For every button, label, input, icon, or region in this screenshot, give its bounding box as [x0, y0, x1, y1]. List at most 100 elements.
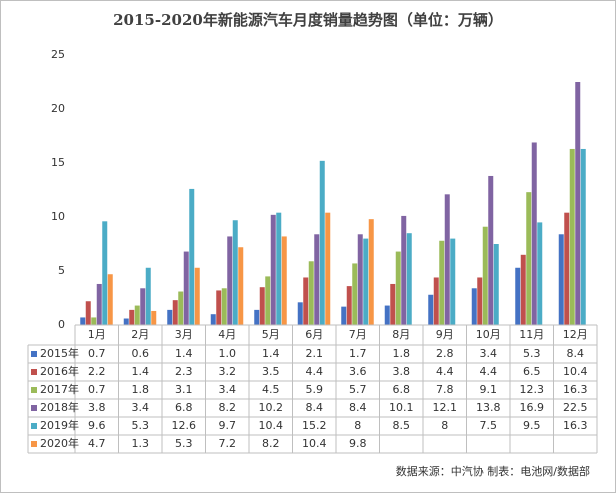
- bar: [238, 247, 244, 325]
- bar: [303, 277, 309, 325]
- table-cell: 12.3: [520, 383, 545, 396]
- bar: [178, 291, 184, 325]
- legend-label: 2020年: [40, 436, 79, 450]
- x-tick-label: 10月: [476, 328, 501, 341]
- bar: [96, 283, 102, 325]
- source-note: 数据来源：中汽协 制表：电池网/数据部: [396, 464, 590, 478]
- table-cell: 8.5: [393, 419, 411, 432]
- table-cell: 15.2: [302, 419, 327, 432]
- bar: [368, 219, 374, 325]
- x-tick-label: 8月: [392, 328, 410, 341]
- bar: [401, 215, 407, 325]
- bar: [254, 309, 260, 325]
- bar: [325, 212, 331, 325]
- table-cell: 3.4: [219, 383, 237, 396]
- bar: [189, 188, 195, 325]
- legend-swatch: [31, 387, 37, 393]
- legend-swatch: [31, 441, 37, 447]
- table-cell: 16.9: [520, 401, 545, 414]
- x-tick-label: 9月: [436, 328, 454, 341]
- x-tick-label: 5月: [262, 328, 280, 341]
- x-tick-label: 1月: [88, 328, 106, 341]
- bar: [129, 309, 135, 325]
- bar: [134, 305, 140, 325]
- legend-label: 2015年: [40, 346, 79, 360]
- table-cell: 0.7: [88, 347, 106, 360]
- table-cell: 12.6: [172, 419, 197, 432]
- table-cell: 4.4: [480, 365, 498, 378]
- y-tick-label: 0: [58, 318, 65, 331]
- table-cell: 5.7: [349, 383, 367, 396]
- bar: [265, 276, 271, 325]
- y-tick-label: 10: [51, 210, 65, 223]
- table-cell: 2.3: [175, 365, 193, 378]
- table-cell: 13.8: [476, 401, 501, 414]
- bar: [221, 288, 227, 325]
- bar: [363, 238, 369, 325]
- legend-label: 2018年: [40, 400, 79, 414]
- bar: [482, 226, 488, 325]
- table-cell: 5.3: [175, 437, 193, 450]
- bar: [297, 302, 303, 325]
- table-cell: 3.6: [349, 365, 367, 378]
- table-cell: 7.2: [219, 437, 237, 450]
- bar: [390, 283, 396, 325]
- bar: [232, 220, 238, 325]
- table-cell: 0.6: [132, 347, 150, 360]
- table-cell: 3.5: [262, 365, 280, 378]
- table-cell: 2.2: [88, 365, 106, 378]
- chart-title: 2015-2020年新能源汽车月度销量趋势图（单位：万辆）: [113, 11, 503, 29]
- bar: [194, 267, 200, 325]
- table-cell: 8.4: [349, 401, 367, 414]
- table-cell: 9.5: [523, 419, 541, 432]
- table-cell: 1.0: [219, 347, 237, 360]
- table-cell: 6.8: [393, 383, 411, 396]
- table-cell: 3.2: [219, 365, 237, 378]
- table-cell: 2.1: [306, 347, 324, 360]
- table-cell: 5.3: [132, 419, 150, 432]
- x-tick-label: 11月: [519, 328, 544, 341]
- bar: [281, 236, 287, 325]
- table-cell: 7.8: [436, 383, 454, 396]
- table-cell: 5.3: [523, 347, 541, 360]
- table-cell: 3.8: [88, 401, 106, 414]
- table-cell: 8.2: [219, 401, 237, 414]
- table-cell: 3.1: [175, 383, 193, 396]
- y-tick-label: 5: [58, 264, 65, 277]
- bar: [346, 286, 352, 325]
- y-tick-label: 25: [51, 48, 65, 61]
- bar: [145, 267, 151, 325]
- table-cell: 4.4: [436, 365, 454, 378]
- x-tick-label: 7月: [349, 328, 367, 341]
- bar: [107, 274, 113, 325]
- x-tick-label: 6月: [305, 328, 323, 341]
- legend-label: 2017年: [40, 382, 79, 396]
- x-tick-label: 12月: [563, 328, 588, 341]
- bar: [564, 212, 570, 325]
- x-tick-label: 4月: [218, 328, 236, 341]
- bar: [80, 317, 86, 325]
- table-cell: 5.9: [306, 383, 324, 396]
- bar: [558, 234, 564, 325]
- bar: [450, 238, 456, 325]
- bar: [477, 277, 483, 325]
- table-cell: 6.8: [175, 401, 193, 414]
- bar: [308, 261, 314, 325]
- table-cell: 22.5: [563, 401, 588, 414]
- table-cell: 6.5: [523, 365, 541, 378]
- bar: [569, 148, 575, 325]
- table-cell: 16.3: [563, 383, 588, 396]
- table-cell: 1.3: [132, 437, 150, 450]
- bar: [210, 314, 216, 325]
- bar: [493, 244, 499, 325]
- legend-swatch: [31, 405, 37, 411]
- table-cell: 9.8: [349, 437, 367, 450]
- bar: [276, 212, 282, 325]
- y-tick-label: 20: [51, 102, 65, 115]
- table-cell: 1.4: [262, 347, 280, 360]
- legend-swatch: [31, 369, 37, 375]
- table-cell: 7.5: [480, 419, 498, 432]
- bar: [216, 290, 222, 325]
- bar: [172, 300, 178, 325]
